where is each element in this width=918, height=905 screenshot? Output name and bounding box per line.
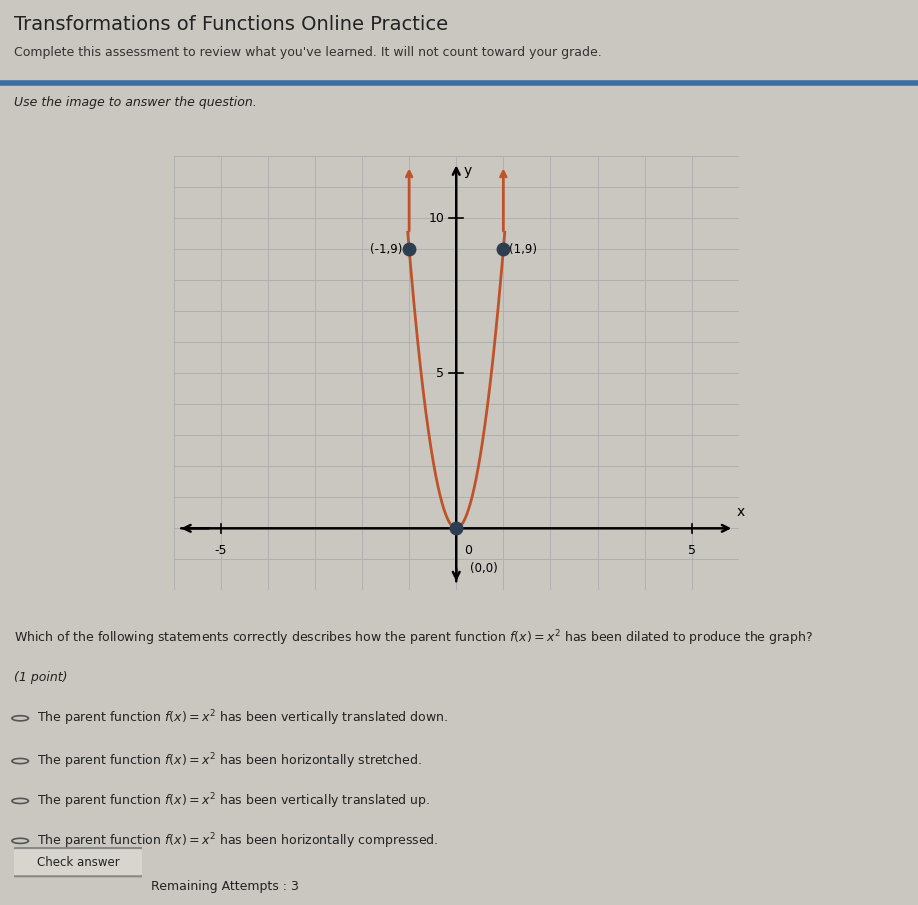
Text: (0,0): (0,0)	[470, 562, 498, 576]
Text: Use the image to answer the question.: Use the image to answer the question.	[14, 96, 256, 110]
Text: Check answer: Check answer	[37, 855, 119, 869]
Text: Which of the following statements correctly describes how the parent function $f: Which of the following statements correc…	[14, 628, 812, 648]
Text: y: y	[464, 164, 472, 178]
Text: The parent function $f(x) = x^2$ has been vertically translated down.: The parent function $f(x) = x^2$ has bee…	[37, 709, 448, 729]
Text: Remaining Attempts : 3: Remaining Attempts : 3	[151, 880, 299, 893]
Text: 10: 10	[429, 212, 444, 224]
Text: (1 point): (1 point)	[14, 672, 67, 684]
Text: The parent function $f(x) = x^2$ has been horizontally compressed.: The parent function $f(x) = x^2$ has bee…	[37, 831, 438, 851]
Text: 5: 5	[436, 367, 444, 380]
Text: (-1,9): (-1,9)	[370, 243, 402, 256]
Text: x: x	[736, 505, 744, 519]
Text: The parent function $f(x) = x^2$ has been vertically translated up.: The parent function $f(x) = x^2$ has bee…	[37, 791, 430, 811]
Text: Complete this assessment to review what you've learned. It will not count toward: Complete this assessment to review what …	[14, 46, 601, 60]
Text: 5: 5	[688, 544, 696, 557]
FancyBboxPatch shape	[10, 848, 146, 876]
Text: The parent function $f(x) = x^2$ has been horizontally stretched.: The parent function $f(x) = x^2$ has bee…	[37, 751, 421, 771]
Text: (1,9): (1,9)	[509, 243, 537, 256]
Text: 0: 0	[464, 544, 472, 557]
Text: -5: -5	[215, 544, 227, 557]
Text: Transformations of Functions Online Practice: Transformations of Functions Online Prac…	[14, 15, 448, 34]
